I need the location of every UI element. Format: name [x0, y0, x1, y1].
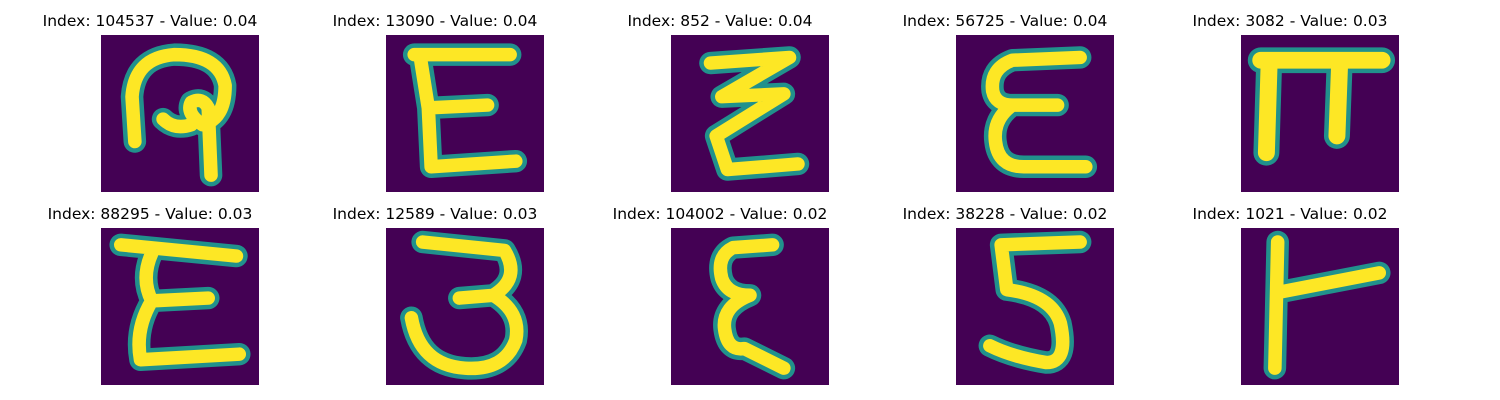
image-panel-6: Index: 88295 - Value: 0.03	[0, 193, 300, 385]
glyph-strokes	[1263, 230, 1391, 380]
image-panel-5: Index: 3082 - Value: 0.03	[1140, 0, 1440, 192]
panel-title: Index: 38228 - Value: 0.02	[902, 205, 1108, 223]
panel-title: Index: 104002 - Value: 0.02	[612, 205, 828, 223]
glyph-strokes	[109, 233, 251, 371]
panel-title: Index: 12589 - Value: 0.03	[332, 205, 538, 223]
digit-image	[101, 228, 259, 385]
image-panel-9: Index: 38228 - Value: 0.02	[855, 193, 1155, 385]
digit-image	[1241, 228, 1399, 385]
image-panel-3: Index: 852 - Value: 0.04	[570, 0, 870, 192]
glyph-strokes	[1247, 47, 1396, 166]
image-panel-2: Index: 13090 - Value: 0.04	[285, 0, 585, 192]
panel-title: Index: 13090 - Value: 0.04	[332, 12, 538, 30]
panel-title: Index: 56725 - Value: 0.04	[902, 12, 1108, 30]
glyph-strokes	[120, 43, 237, 187]
image-panel-1: Index: 104537 - Value: 0.04	[0, 0, 300, 192]
digit-image	[671, 35, 829, 192]
digit-image	[956, 35, 1114, 192]
panel-title: Index: 88295 - Value: 0.03	[47, 205, 253, 223]
panel-title: Index: 852 - Value: 0.04	[627, 12, 813, 30]
digit-image	[386, 228, 544, 385]
glyph-strokes	[402, 43, 528, 178]
digit-image	[671, 228, 829, 385]
glyph-strokes	[699, 46, 810, 181]
glyph-strokes	[400, 230, 528, 380]
digit-image	[101, 35, 259, 192]
panel-title: Index: 3082 - Value: 0.03	[1192, 12, 1388, 30]
image-panel-8: Index: 104002 - Value: 0.02	[570, 193, 870, 385]
image-panel-4: Index: 56725 - Value: 0.04	[855, 0, 1155, 192]
digit-image	[386, 35, 544, 192]
digit-image	[956, 228, 1114, 385]
image-panel-7: Index: 12589 - Value: 0.03	[285, 193, 585, 385]
glyph-strokes	[981, 46, 1098, 178]
glyph-strokes	[709, 233, 796, 380]
panel-title: Index: 104537 - Value: 0.04	[42, 12, 258, 30]
glyph-strokes	[978, 230, 1092, 374]
image-panel-10: Index: 1021 - Value: 0.02	[1140, 193, 1440, 385]
digit-image	[1241, 35, 1399, 192]
panel-title: Index: 1021 - Value: 0.02	[1192, 205, 1388, 223]
